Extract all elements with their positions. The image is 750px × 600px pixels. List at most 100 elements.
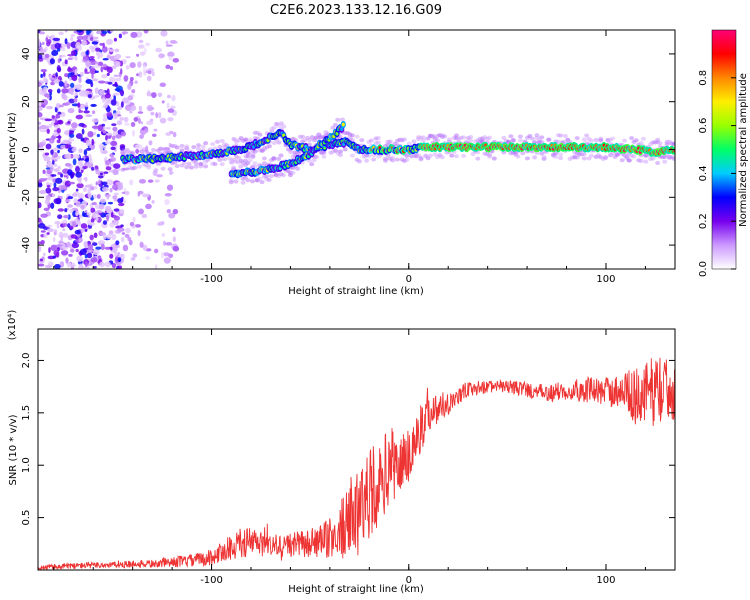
spectrogram-noise-cell [78,148,83,154]
spectrogram-halo-cell [435,138,441,143]
spectrogram-halo-cell [160,166,166,171]
spectrogram-halo-cell [487,154,493,159]
spectrogram-noise-cell [108,230,114,235]
spectrogram-halo-cell [603,155,609,160]
spectrogram-noise-cell [110,99,117,106]
spectrogram-noise-cell [95,51,99,56]
spectrogram-halo-cell [532,155,538,160]
spectrogram-noise-cell [70,130,74,135]
spectrogram-noise-cell [119,208,125,215]
spectrogram-noise-cell [70,91,74,96]
spectrogram-noise-cell [71,67,77,70]
spectrogram-noise-cell [165,44,173,47]
spectrogram-halo-cell [247,158,253,163]
spectrogram-noise-cell [125,227,131,234]
spectrogram-noise-cell [101,97,106,103]
spectrogram-noise-cell [38,246,42,250]
spectrogram-halo-cell [174,145,180,150]
spectrogram-noise-cell [44,93,50,98]
spectrogram-noise-cell [134,224,142,228]
colorbar-tick-label: 0.6 [698,118,709,134]
spectrogram-halo-cell [193,164,199,169]
spectrogram-halo-cell [311,158,317,163]
spectrogram-noise-cell [117,227,125,232]
spectrogram-halo-cell [442,134,448,139]
spectrogram-noise-cell [110,146,116,151]
spectrogram-noise-cell [75,210,79,217]
spectrogram-noise-cell [43,86,48,91]
spectrogram-noise-cell [104,160,111,165]
spectrogram-noise-cell [69,133,75,138]
spectrogram-halo-cell [342,147,348,152]
spectrogram-noise-cell [58,134,61,141]
spectrogram-halo-cell [401,137,407,142]
spectrogram-noise-cell [64,38,68,45]
spectrogram-noise-cell [120,101,124,108]
spectrogram-noise-cell [159,117,167,124]
spectrogram-halo-cell [252,164,258,169]
spectrogram-noise-cell [122,97,129,104]
spectrogram-halo-cell [136,164,142,169]
spectrogram-noise-cell [168,171,174,175]
spectrogram-noise-cell [54,264,61,269]
spectrogram-noise-cell [101,123,106,127]
spectrogram-noise-cell [69,208,73,213]
spectrogram-noise-cell [46,184,51,188]
spectrogram-noise-cell [79,214,83,219]
snr-plot-frame [37,328,676,571]
snr-y-axis: 0.5 1.0 1.5 2.0 [21,352,675,526]
spectrogram-noise-cell [90,103,97,107]
spectrogram-halo-cell [278,153,284,158]
spectrogram-noise-cell [117,244,121,248]
spectrogram-halo-cell [671,156,675,161]
spectrogram-halo-cell [339,117,345,122]
spectrogram-noise-cell [113,56,118,59]
spectrogram-halo-cell [638,159,644,164]
spectrogram-noise-cell [51,115,55,119]
spectrogram-noise-cell [44,198,50,205]
spectrogram-noise-cell [91,118,99,123]
spectrogram-halo-cell [229,160,235,165]
spectrogram-noise-cell [53,163,58,167]
spectrogram-halo-cell [252,149,258,154]
spectrogram-halo-cell [184,144,190,149]
spectrogram-noise-cell [47,176,53,181]
spectrogram-noise-cell [152,133,157,137]
spectrogram-halo-cell [588,153,594,158]
snr-line-layer [38,357,675,570]
spectrogram-noise-cell [102,42,105,48]
spectrogram-noise-cell [120,236,125,243]
spectrogram-noise-cell [70,173,74,179]
spectrogram-noise-cell [86,147,92,151]
spectrogram-halo-cell [313,154,319,159]
spectrogram-noise-cell [166,209,172,214]
spectrogram-noise-cell [78,264,82,269]
spectrogram-halo-cell [186,161,192,166]
spectrogram-noise-cell [62,223,68,227]
spectrogram-noise-cell [161,232,165,237]
spectrogram-halo-cell [174,164,180,169]
spectrogram-noise-cell [104,261,111,268]
spectrogram-noise-cell [107,81,113,85]
spectrogram-noise-cell [72,154,80,160]
spectrogram-noise-cell [83,110,90,114]
spectrogram-noise-cell [172,131,177,138]
spectrogram-noise-cell [53,250,60,256]
spectrogram-noise-cell [70,50,77,56]
spectrogram-noise-cell [107,201,114,205]
spectrogram-halo-cell [546,137,552,142]
spectrogram-noise-cell [68,253,73,257]
colorbar-tick-label: 0.2 [698,213,709,229]
spectrogram-noise-cell [167,51,175,58]
spectrogram-halo-cell [420,138,426,143]
spectrogram-halo-cell [520,151,526,156]
spectrogram-halo-cell [584,133,590,138]
spectrogram-noise-cell [46,224,53,228]
spectrogram-noise-cell [64,30,68,33]
spectrogram-noise-cell [112,112,119,120]
spectrogram-noise-cell [50,135,57,140]
spectrogram-noise-cell [97,179,101,185]
spectrogram-noise-cell [87,187,91,195]
spectrogram-noise-cell [125,55,131,59]
spectrogram-noise-cell [58,31,64,36]
